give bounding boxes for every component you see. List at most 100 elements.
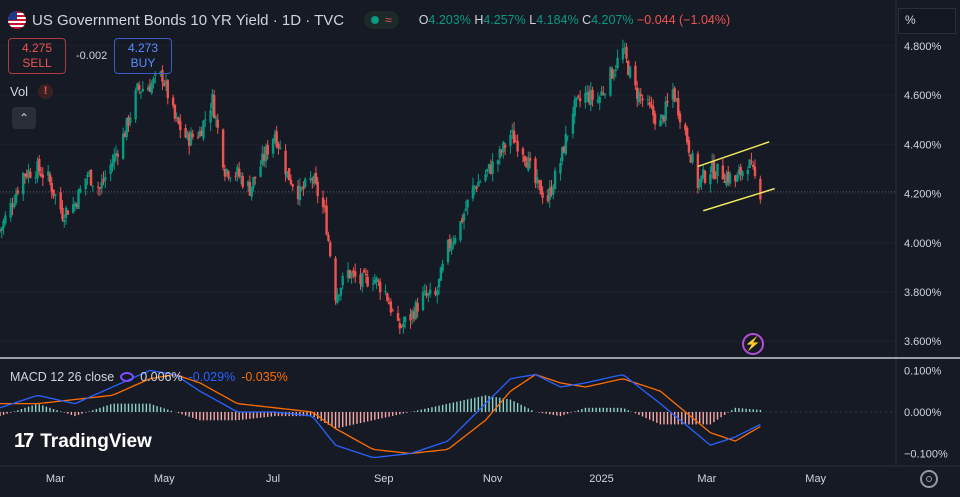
candle-body	[586, 91, 589, 96]
candle-body	[46, 171, 50, 176]
candle-body	[23, 173, 27, 176]
candle-body	[391, 310, 394, 312]
tilde-icon: ≈	[385, 13, 392, 27]
candle-body	[564, 133, 568, 155]
candle-body	[427, 293, 430, 296]
candle-body	[602, 93, 605, 95]
candle-body	[353, 271, 357, 277]
candle-body	[171, 97, 175, 106]
candle-body	[189, 131, 193, 146]
candle-body	[27, 170, 30, 178]
candle-body	[336, 294, 339, 303]
candle-body	[496, 160, 500, 164]
candle-body	[514, 140, 518, 142]
candle-body	[25, 173, 28, 178]
buy-label: BUY	[130, 56, 156, 70]
candle-body	[111, 162, 114, 168]
candle-body	[212, 95, 216, 119]
candle-body	[9, 202, 12, 218]
candle-body	[641, 98, 644, 101]
candle-body	[334, 258, 337, 301]
signal-value: -0.029%	[188, 370, 236, 384]
candle-body	[73, 203, 77, 207]
macd-value: 0.006%	[140, 370, 183, 384]
live-dot-icon	[371, 16, 380, 24]
candle-body	[239, 176, 243, 178]
candle-body	[487, 163, 491, 169]
warning-icon[interactable]: !	[38, 84, 54, 99]
price-tick-label: 3.800%	[904, 287, 942, 299]
candle-body	[300, 187, 303, 189]
settings-icon[interactable]	[920, 470, 938, 488]
candle-body	[114, 153, 118, 156]
candle-body	[321, 197, 325, 208]
candle-body	[398, 323, 402, 329]
candle-body	[325, 205, 328, 235]
candle-body	[709, 174, 712, 185]
candle-body	[648, 102, 651, 105]
candle-body	[262, 154, 266, 161]
candle-body	[752, 164, 755, 168]
candle-body	[396, 312, 400, 321]
price-tick-label: 4.400%	[904, 139, 942, 151]
candle-body	[548, 187, 551, 200]
macd-legend[interactable]: MACD 12 26 close 0.006% -0.029% -0.035%	[10, 370, 288, 384]
candle-body	[146, 87, 150, 91]
symbol-title[interactable]: US Government Bonds 10 YR Yield · 1D · T…	[32, 11, 345, 29]
candle-body	[675, 98, 678, 100]
collapse-legend-button[interactable]: ⌃	[12, 107, 36, 129]
candle-body	[154, 74, 157, 76]
candle-body	[573, 99, 576, 117]
candle-body	[452, 241, 455, 245]
spread-value: -0.002	[76, 50, 108, 62]
candle-body	[209, 110, 212, 123]
sell-button[interactable]: 4.275 SELL	[8, 38, 66, 74]
candle-body	[746, 169, 750, 175]
tradingview-logo[interactable]: 17 TradingView	[14, 430, 152, 453]
candle-body	[741, 171, 744, 177]
candle-body	[348, 270, 352, 279]
candle-body	[441, 263, 444, 271]
candle-body	[136, 83, 139, 91]
candle-body	[516, 141, 519, 152]
candle-body	[703, 171, 707, 183]
lightning-icon[interactable]: ⚡	[742, 333, 764, 355]
candle-body	[273, 134, 277, 142]
candle-body	[402, 323, 405, 328]
volume-label: Vol	[10, 84, 29, 99]
time-tick-label: 2025	[589, 473, 613, 485]
candle-body	[739, 167, 742, 176]
time-tick-label: May	[805, 473, 826, 485]
channel-upper-line	[697, 141, 770, 168]
candle-body	[434, 291, 437, 295]
candle-body	[66, 210, 70, 215]
volume-legend[interactable]: Vol !	[10, 84, 54, 99]
sell-label: SELL	[22, 56, 52, 70]
candle-body	[64, 207, 68, 218]
candle-body	[525, 162, 528, 168]
candle-body	[214, 117, 218, 119]
candle-body	[362, 270, 366, 273]
candle-body	[359, 274, 362, 284]
candle-body	[177, 117, 180, 124]
candle-body	[748, 159, 751, 169]
candle-body	[725, 174, 728, 186]
candle-body	[266, 144, 269, 155]
status-pill[interactable]: ≈	[364, 11, 399, 29]
indicator-visibility-icon[interactable]	[120, 372, 135, 382]
candle-body	[596, 99, 600, 102]
candle-body	[623, 48, 626, 50]
candle-body	[187, 133, 191, 147]
price-tick-label: 4.600%	[904, 90, 942, 102]
candle-body	[687, 140, 691, 153]
candle-body	[289, 179, 293, 185]
candle-body	[71, 204, 75, 213]
candle-body	[279, 147, 282, 150]
candle-body	[627, 60, 630, 75]
price-unit-selector[interactable]: %	[898, 8, 956, 34]
candle-body	[671, 89, 675, 100]
candle-body	[587, 92, 591, 103]
buy-button[interactable]: 4.273 BUY	[114, 38, 172, 74]
